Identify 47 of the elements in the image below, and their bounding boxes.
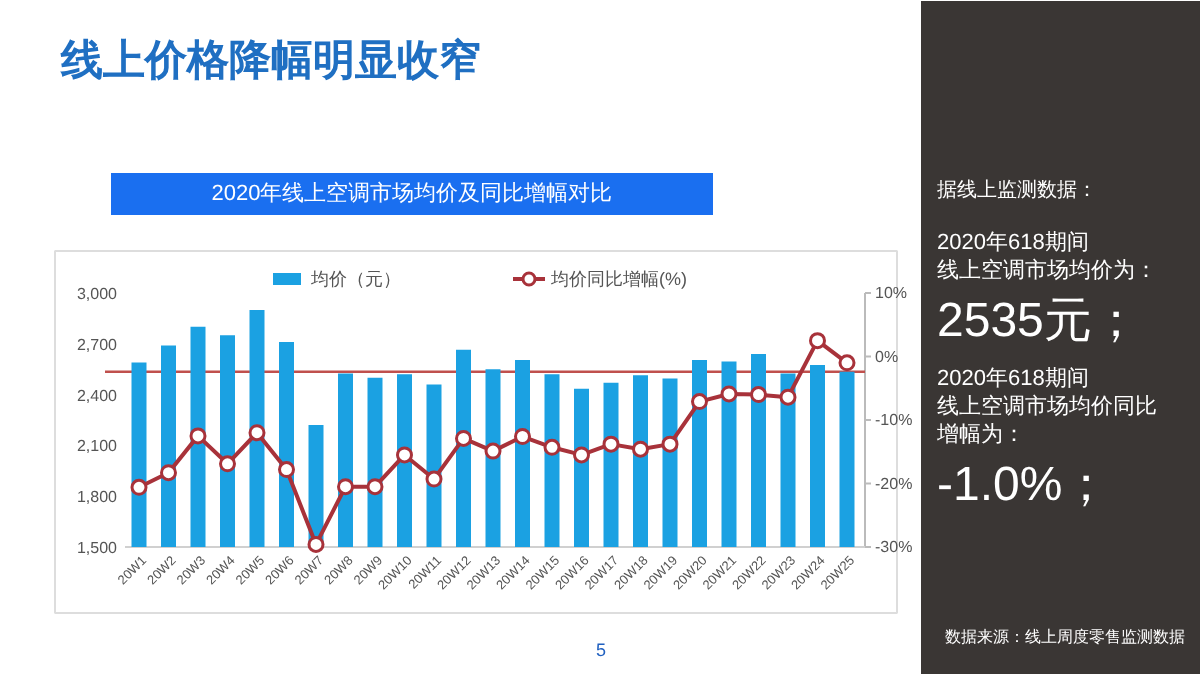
chart-title: 线上价格降幅明显收窄: [59, 36, 481, 84]
point: [396, 446, 413, 464]
y2-tick-label: -20%: [875, 474, 913, 493]
point: [838, 354, 856, 372]
text: 据线上监测数据：: [937, 178, 1097, 202]
y-tick-label: 3,000: [76, 285, 119, 303]
point: [602, 435, 620, 453]
y2-tick-label: -30%: [875, 538, 913, 556]
point: [809, 332, 826, 350]
text: -1.0%；: [937, 458, 1111, 512]
text: 2020年618期间线上空调市场均价同比增幅为：: [935, 367, 1157, 447]
point: [307, 535, 325, 553]
point: [219, 455, 236, 473]
point: [543, 438, 561, 456]
point: [661, 435, 679, 453]
source-note: 数据来源：线上周度零售监测数据: [945, 628, 1185, 646]
y-tick-label: 1,800: [76, 488, 119, 507]
point: [337, 478, 354, 496]
point: [573, 446, 590, 464]
y2-tick-label: -10%: [875, 411, 913, 429]
point: [455, 429, 472, 447]
point: [248, 424, 266, 442]
chart-subtitle: 2020年线上空调市场均价及同比增幅对比: [211, 180, 613, 206]
point: [632, 440, 649, 458]
y-tick-label: 2,400: [76, 386, 119, 405]
legend-label: 均价（元）: [309, 269, 401, 289]
point: [189, 427, 207, 445]
point: [366, 478, 384, 496]
point: [691, 393, 708, 411]
y-tick-label: 2,100: [76, 437, 119, 456]
y2-tick-label: 0%: [875, 347, 899, 366]
y2-tick-label: 10%: [875, 284, 908, 302]
y-tick-label: 2,700: [76, 335, 119, 354]
text: 5: [595, 640, 607, 660]
point: [278, 461, 295, 479]
point: [720, 385, 738, 403]
point: [484, 442, 502, 460]
text: 2020年618期间线上空调市场均价为：: [937, 231, 1157, 283]
y-tick-label: 1,500: [76, 539, 119, 557]
point: [514, 428, 531, 445]
point: [779, 388, 797, 406]
point: [130, 478, 148, 496]
point: [750, 386, 767, 404]
legend-label: 均价同比增幅(%): [549, 269, 687, 289]
text: 2535元；: [937, 294, 1140, 348]
point: [160, 464, 177, 482]
point: [425, 470, 443, 488]
